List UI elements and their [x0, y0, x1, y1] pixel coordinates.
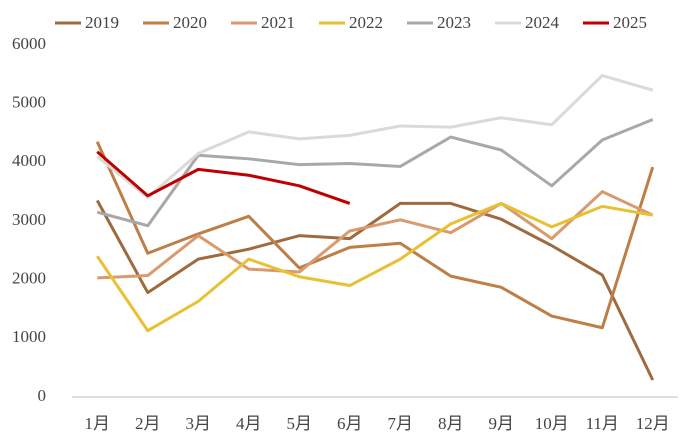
legend-label: 2021	[261, 13, 295, 32]
x-tick-label: 7月	[388, 414, 414, 433]
x-tick-label: 9月	[489, 414, 515, 433]
x-tick-label: 1月	[85, 414, 111, 433]
y-tick-label: 1000	[12, 327, 46, 346]
series-line	[96, 74, 654, 200]
series-line	[95, 199, 655, 381]
y-tick-label: 6000	[12, 34, 46, 53]
x-tick-label: 2月	[135, 414, 161, 433]
x-tick-label: 4月	[236, 414, 262, 433]
y-tick-label: 0	[38, 386, 47, 405]
x-tick-label: 6月	[337, 414, 363, 433]
y-tick-label: 2000	[12, 269, 46, 288]
series-line	[96, 201, 654, 333]
y-tick-label: 4000	[12, 151, 46, 170]
legend-label: 2019	[85, 13, 119, 32]
legend-label: 2024	[525, 13, 560, 32]
series-line	[97, 190, 654, 280]
y-tick-label: 3000	[12, 210, 46, 229]
legend-label: 2023	[437, 13, 471, 32]
series-line	[96, 118, 654, 228]
x-tick-label: 8月	[438, 414, 464, 433]
x-tick-label: 12月	[636, 414, 670, 433]
x-tick-label: 11月	[586, 414, 619, 433]
legend-label: 2025	[613, 13, 647, 32]
series-line	[96, 150, 351, 205]
y-tick-label: 5000	[12, 93, 46, 112]
x-tick-label: 10月	[535, 414, 569, 433]
x-tick-label: 5月	[287, 414, 313, 433]
legend-label: 2022	[349, 13, 383, 32]
x-tick-label: 3月	[186, 414, 212, 433]
series-line	[95, 141, 655, 330]
legend-label: 2020	[173, 13, 207, 32]
